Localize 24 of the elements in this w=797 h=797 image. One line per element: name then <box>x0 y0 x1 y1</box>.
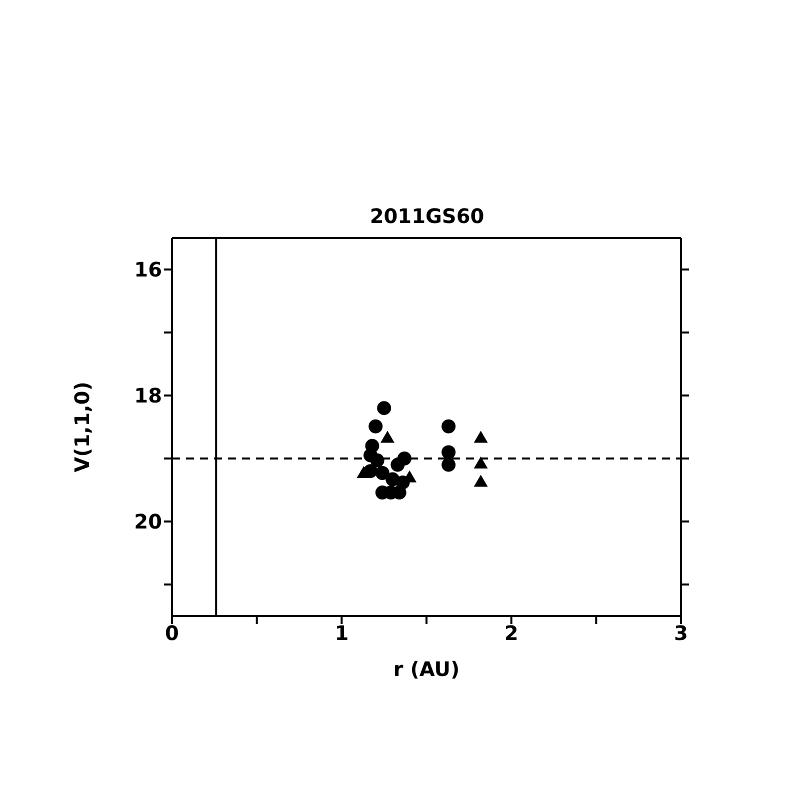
chart-title: 2011GS60 <box>368 204 486 228</box>
y-tick-label: 20 <box>134 510 162 534</box>
point <box>377 401 392 416</box>
y-tick-label: 18 <box>134 384 162 408</box>
point <box>474 456 488 469</box>
point <box>390 458 405 472</box>
point <box>370 453 384 468</box>
point <box>375 466 390 480</box>
x-axis-title: r (AU) <box>393 657 460 681</box>
y-axis-title: V(1,1,0) <box>70 382 94 472</box>
x-tick-label: 3 <box>674 621 688 646</box>
point <box>356 466 371 478</box>
point <box>442 445 456 460</box>
point <box>442 458 456 472</box>
point <box>380 430 394 443</box>
point <box>368 419 383 434</box>
y-tick-label: 16 <box>134 258 162 282</box>
point <box>442 419 456 434</box>
point <box>474 474 488 487</box>
x-tick-label: 0 <box>165 621 179 646</box>
x-tick-label: 1 <box>334 621 349 646</box>
point <box>386 472 400 486</box>
point <box>474 430 488 443</box>
x-tick-label: 2 <box>504 621 518 646</box>
